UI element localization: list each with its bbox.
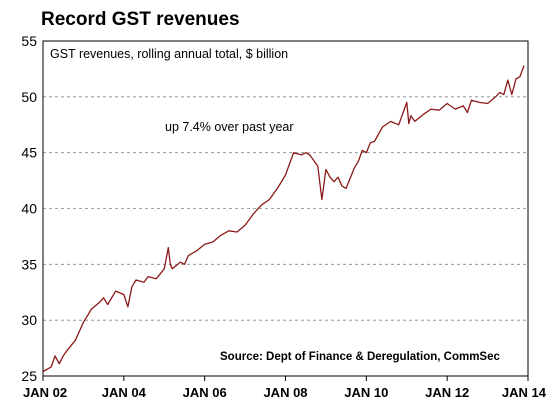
x-axis-tick-marks [42,376,529,381]
x-tick-label: JAN 04 [102,385,147,400]
y-tick-label: 45 [21,145,37,161]
chart-title: Record GST revenues [41,9,240,30]
y-tick-label: 50 [21,89,37,105]
y-tick-label: 35 [21,256,37,272]
x-tick-label: JAN 08 [263,385,307,400]
x-tick-label: JAN 12 [425,385,469,400]
x-tick-label: JAN 10 [344,385,388,400]
chart-annotation: up 7.4% over past year [165,120,294,134]
y-tick-label: 30 [21,312,37,328]
chart-source: Source: Dept of Finance & Deregulation, … [220,351,500,363]
y-tick-label: 55 [21,33,37,49]
y-tick-label: 40 [21,201,37,217]
x-tick-label: JAN 06 [183,385,227,400]
y-axis-tick-labels: 25 30 35 40 45 50 55 [21,33,37,384]
plot-frame [42,40,529,377]
grid-lines [43,96,528,321]
x-tick-label: JAN 14 [502,385,547,400]
y-tick-label: 25 [21,368,37,384]
x-tick-label: JAN 02 [23,385,67,400]
x-axis-tick-labels: JAN 02 JAN 04 JAN 06 JAN 08 JAN 10 JAN 12 JAN … [23,385,547,400]
chart-subtitle: GST revenues, rolling annual total, $ bi… [50,47,288,61]
series-line-gst-revenue [42,65,525,373]
